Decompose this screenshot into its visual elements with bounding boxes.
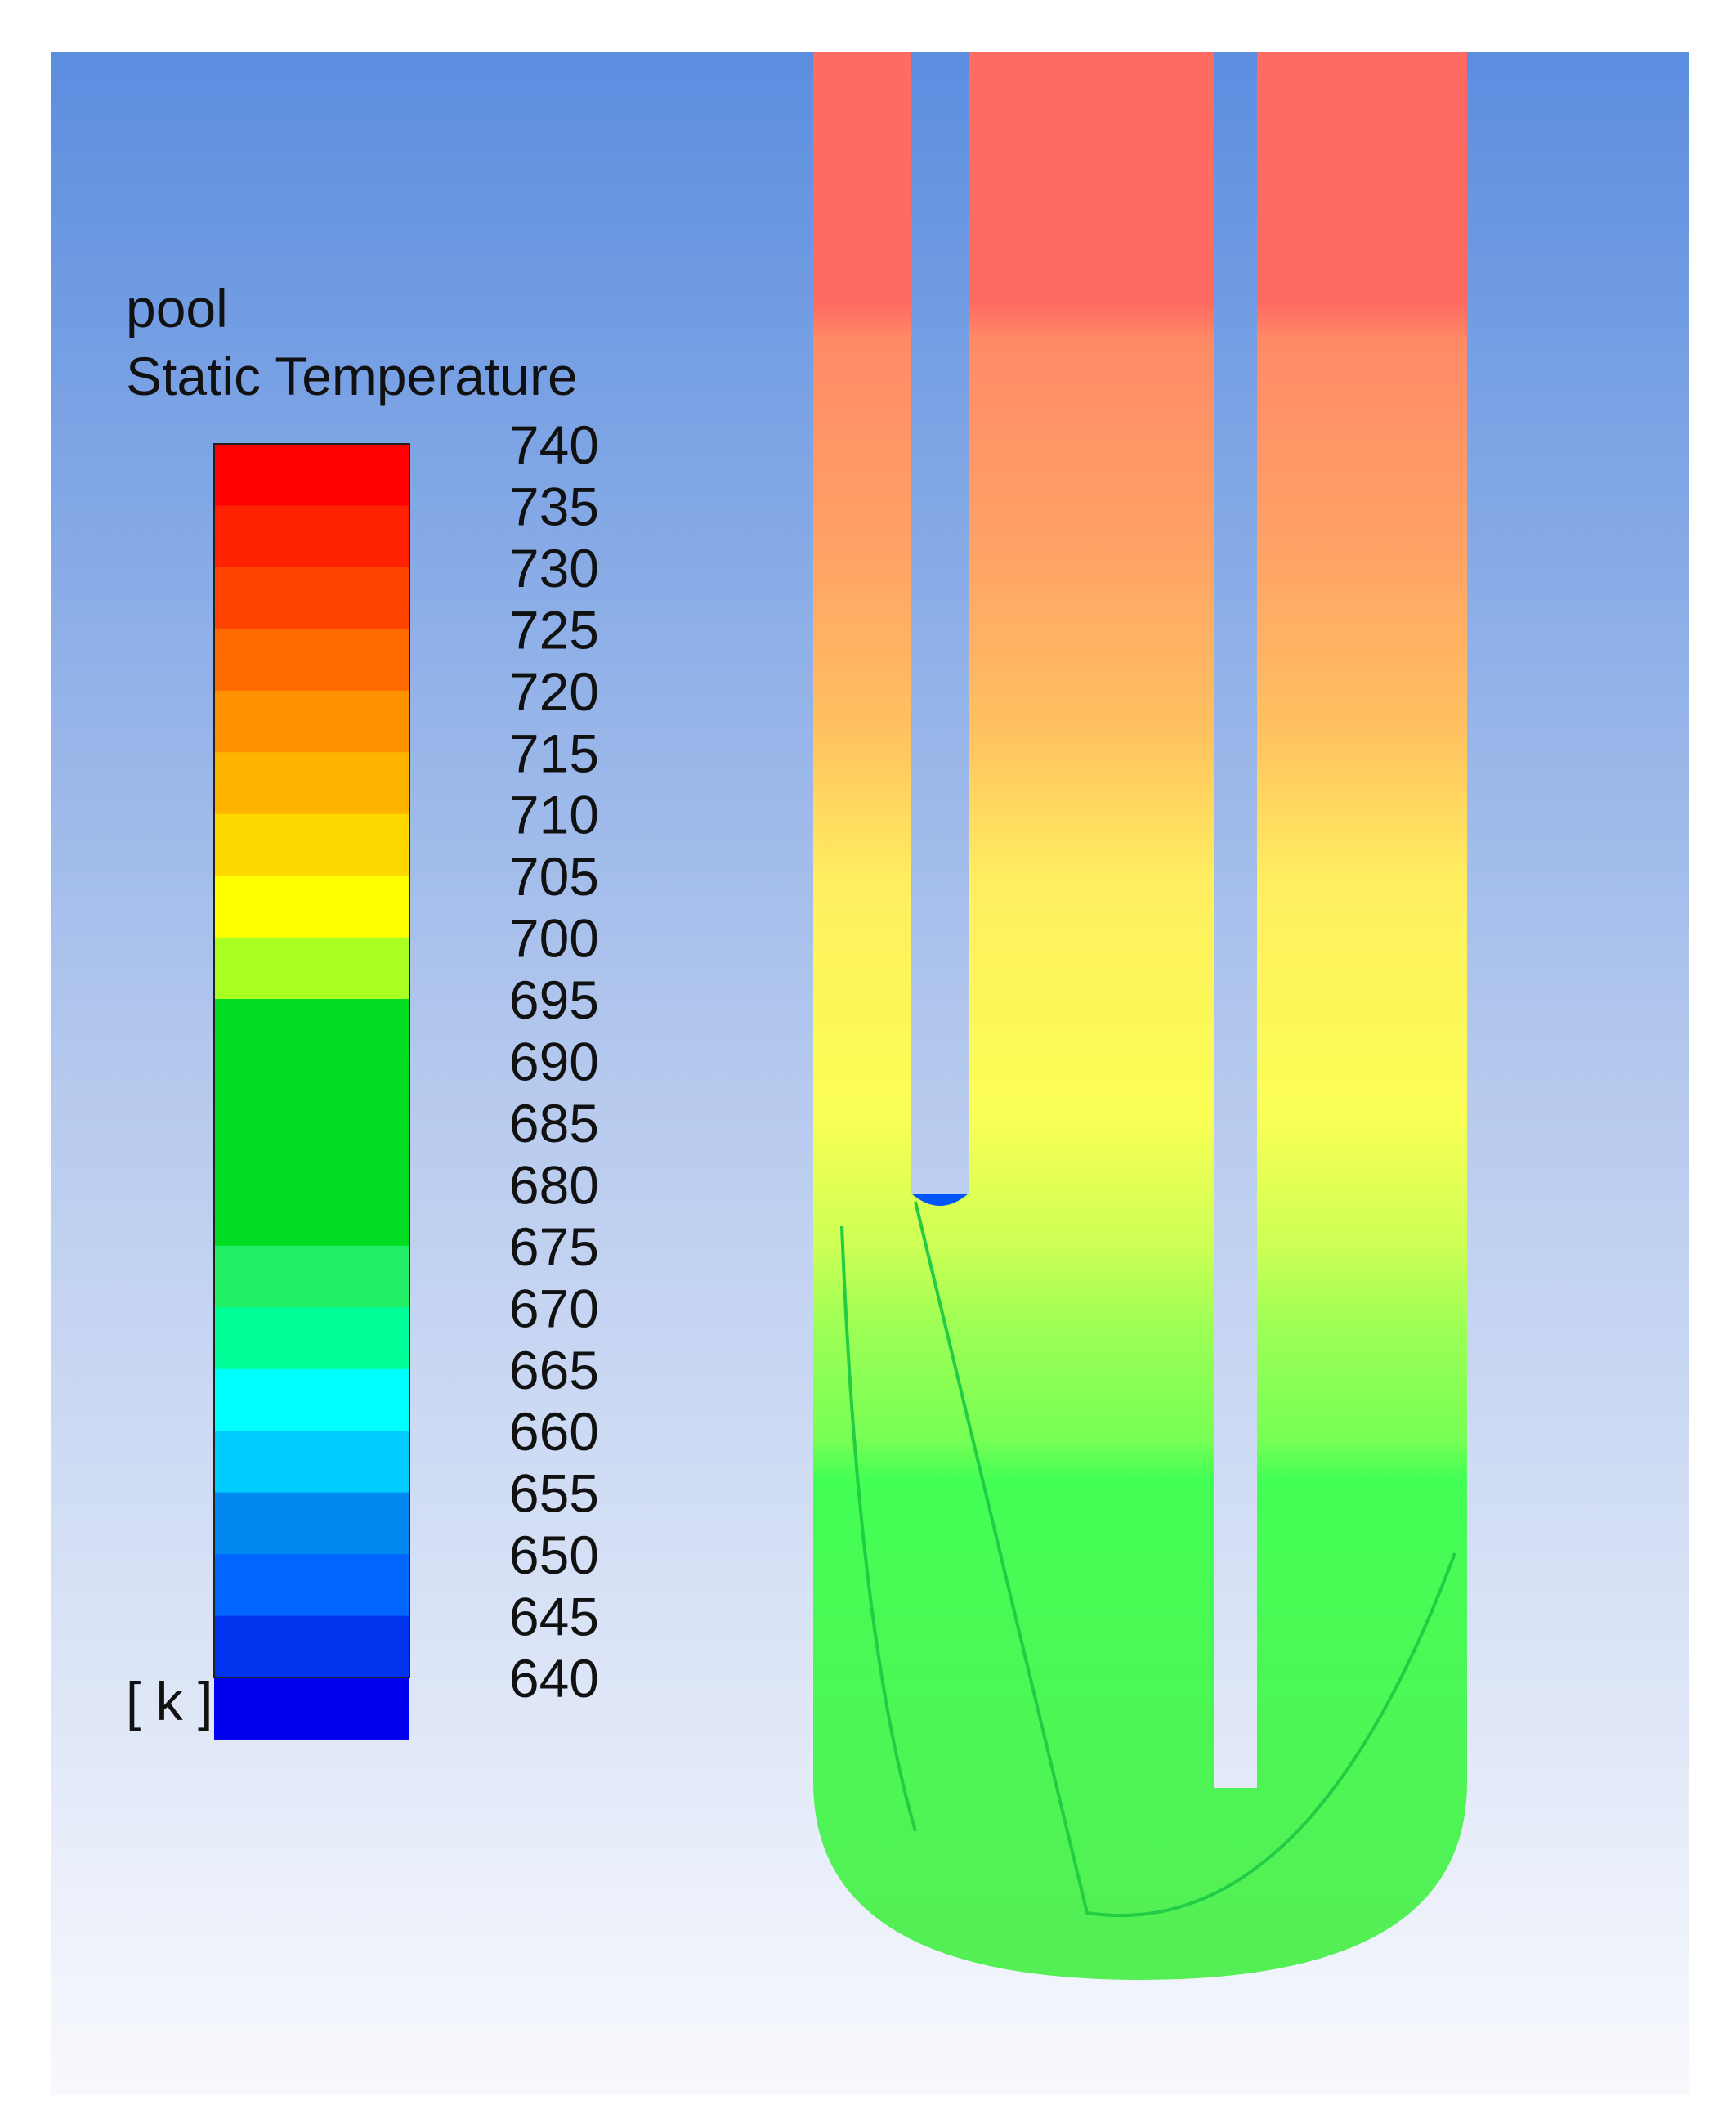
- colorbar-label: 685: [509, 1093, 599, 1153]
- colorbar-label: 680: [509, 1154, 599, 1215]
- legend-title: pool: [126, 278, 228, 338]
- colorbar-band: [214, 1677, 409, 1740]
- colorbar-label: 735: [509, 476, 599, 536]
- legend-subtitle: Static Temperature: [126, 346, 578, 406]
- inlet-pipe: [911, 52, 969, 1194]
- colorbar-band: [214, 1307, 409, 1370]
- colorbar-label: 650: [509, 1525, 599, 1585]
- colorbar-band: [214, 1615, 409, 1678]
- colorbar-label: 720: [509, 661, 599, 722]
- colorbar: 7407357307257207157107057006956906856806…: [213, 414, 599, 1740]
- colorbar-band: [214, 567, 409, 629]
- colorbar-label: 645: [509, 1587, 599, 1647]
- colorbar-band: [214, 690, 409, 753]
- streamline: [840, 1201, 1456, 1918]
- colorbar-label: 670: [509, 1278, 599, 1338]
- colorbar-band: [214, 876, 409, 938]
- colorbar-label: 705: [509, 846, 599, 907]
- colorbar-band: [214, 1431, 409, 1494]
- legend-unit: [ k ]: [126, 1671, 213, 1731]
- colorbar-band: [214, 444, 409, 506]
- colorbar-band: [214, 505, 409, 568]
- colorbar-frame: [213, 443, 410, 1678]
- colorbar-band: [214, 1554, 409, 1617]
- colorbar-label: 700: [509, 908, 599, 969]
- colorbar-band: [214, 1184, 409, 1247]
- colorbar-band: [214, 1368, 409, 1431]
- colorbar-label: 725: [509, 599, 599, 660]
- colorbar-label: 675: [509, 1216, 599, 1277]
- colorbar-band: [214, 937, 409, 1000]
- colorbar-band: [214, 629, 409, 692]
- colorbar-label: 660: [509, 1401, 599, 1462]
- colorbar-band: [214, 999, 409, 1061]
- colorbar-label: 655: [509, 1463, 599, 1524]
- colorbar-label: 710: [509, 785, 599, 845]
- colorbar-label: 715: [509, 723, 599, 783]
- pool-domain: [813, 52, 1467, 1980]
- colorbar-label: 740: [509, 414, 599, 475]
- colorbar-label: 665: [509, 1340, 599, 1400]
- outlet-pipe: [1214, 52, 1257, 1788]
- colorbar-band: [214, 1492, 409, 1555]
- colorbar-label: 690: [509, 1032, 599, 1092]
- colorbar-band: [214, 1060, 409, 1123]
- colorbar-band: [214, 1245, 409, 1308]
- colorbar-band: [214, 813, 409, 876]
- inlet-tip: [911, 1194, 969, 1206]
- colorbar-label: 730: [509, 538, 599, 598]
- colorbar-label: 695: [509, 970, 599, 1030]
- colorbar-band: [214, 1122, 409, 1185]
- colorbar-band: [214, 752, 409, 815]
- colorbar-label: 640: [509, 1648, 599, 1709]
